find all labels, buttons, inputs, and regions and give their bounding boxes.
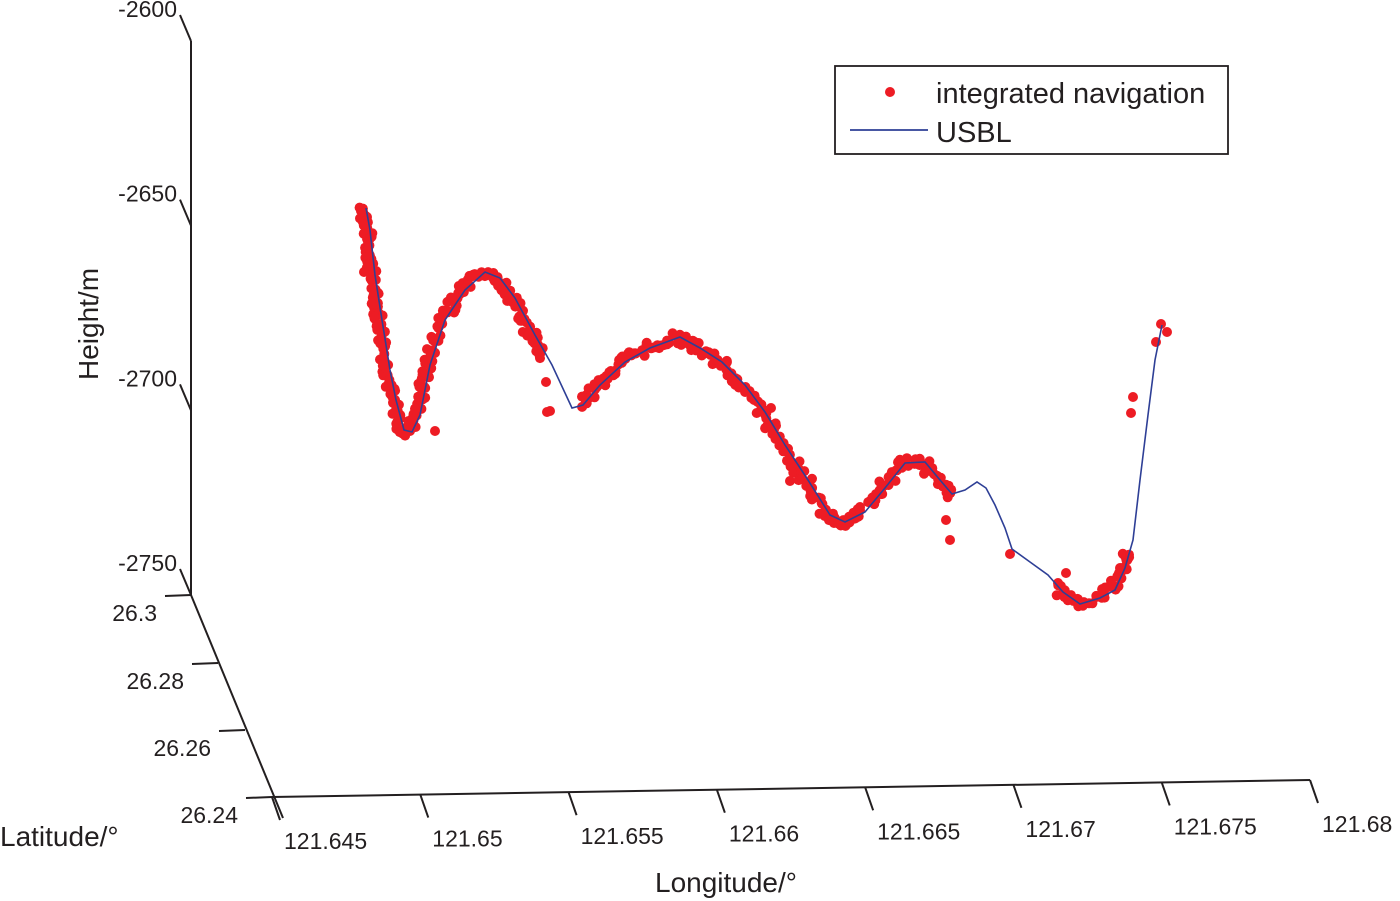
legend-label-integrated-navigation: integrated navigation <box>936 78 1205 110</box>
z-tick-label: -2600 <box>118 0 177 22</box>
nav-point <box>828 508 838 519</box>
nav-point <box>945 535 955 545</box>
nav-point <box>535 353 545 364</box>
nav-point <box>676 339 687 350</box>
z-axis-ticks: -2600 -2650 -2700 -2750 <box>118 0 192 596</box>
longitude-tick-label: 121.665 <box>877 818 960 844</box>
nav-point <box>1126 408 1136 418</box>
latitude-axis-label: Latitude/° <box>0 821 119 852</box>
nav-point <box>1005 549 1015 559</box>
nav-point <box>1061 568 1071 578</box>
nav-point <box>430 426 440 436</box>
nav-point <box>433 313 444 323</box>
nav-point <box>901 453 912 464</box>
z-tick-label: -2700 <box>118 365 177 391</box>
z-tick-mark <box>179 568 192 596</box>
nav-point <box>542 407 552 417</box>
nav-point <box>691 343 702 354</box>
nav-point <box>1162 327 1172 337</box>
nav-point <box>371 321 382 332</box>
latitude-tick-label: 26.26 <box>153 735 211 761</box>
longitude-tick-label: 121.65 <box>432 826 502 852</box>
latitude-tick-mark <box>191 662 219 665</box>
nav-point <box>942 492 953 503</box>
latitude-tick-label: 26.28 <box>126 668 184 694</box>
latitude-tick-label: 26.3 <box>112 600 157 626</box>
nav-point <box>452 293 463 304</box>
nav-point <box>855 502 865 512</box>
nav-point <box>1053 578 1063 588</box>
nav-point <box>410 403 420 414</box>
longitude-tick-label: 121.655 <box>581 823 664 849</box>
longitude-tick-mark <box>567 791 578 816</box>
legend-box <box>834 65 1229 155</box>
z-tick-mark <box>179 383 192 411</box>
z-axis-label: Height/m <box>73 268 104 380</box>
longitude-tick-label: 121.67 <box>1025 816 1095 842</box>
longitude-tick-mark <box>1012 784 1023 809</box>
latitude-tick-mark <box>164 594 192 597</box>
nav-point <box>772 431 783 442</box>
longitude-axis-line <box>271 779 1311 798</box>
longitude-axis-ticks: 121.645 121.65 121.655 121.66 121.665 121.67 1… <box>271 779 1392 854</box>
nav-point <box>377 310 388 321</box>
integrated-navigation-points <box>354 202 1172 612</box>
nav-point <box>1156 319 1166 329</box>
longitude-tick-mark <box>271 796 281 821</box>
longitude-tick-label: 121.645 <box>284 828 367 854</box>
longitude-tick-label: 121.66 <box>729 821 799 847</box>
latitude-tick-mark <box>218 729 246 732</box>
z-tick-mark <box>179 14 192 42</box>
legend: integrated navigation USBL <box>834 65 1229 155</box>
nav-point <box>1117 548 1128 559</box>
nav-point <box>417 366 428 377</box>
nav-point <box>359 267 369 277</box>
longitude-tick-mark <box>864 786 875 811</box>
z-tick-label: -2650 <box>118 181 177 207</box>
nav-point <box>751 408 762 418</box>
longitude-tick-label: 121.675 <box>1174 813 1257 839</box>
latitude-tick-label: 26.24 <box>180 802 238 828</box>
nav-point <box>541 377 551 387</box>
nav-point <box>369 311 380 322</box>
longitude-tick-mark <box>1160 782 1171 806</box>
nav-point <box>766 403 776 413</box>
nav-point <box>946 484 957 495</box>
nav-point <box>788 467 799 478</box>
latitude-axis-ticks: 26.3 26.28 26.26 26.24 <box>112 594 273 828</box>
z-tick-label: -2750 <box>118 550 177 576</box>
z-tick-mark <box>179 199 192 227</box>
latitude-tick-mark <box>245 796 273 799</box>
longitude-axis-label: Longitude/° <box>655 867 797 898</box>
longitude-tick-label: 121.68 <box>1322 811 1392 837</box>
legend-label-usbl: USBL <box>936 117 1012 149</box>
latitude-axis-line <box>190 594 284 819</box>
nav-point <box>1128 392 1138 402</box>
usbl-line <box>365 207 1163 605</box>
nav-point <box>356 206 366 216</box>
legend-dot-icon <box>885 87 895 97</box>
longitude-tick-mark <box>1309 779 1319 804</box>
nav-point <box>941 515 951 525</box>
nav-point <box>785 476 795 486</box>
longitude-tick-mark <box>419 794 430 818</box>
axes-frame <box>190 41 1311 819</box>
longitude-tick-mark <box>715 789 726 814</box>
nav-point <box>358 220 369 231</box>
